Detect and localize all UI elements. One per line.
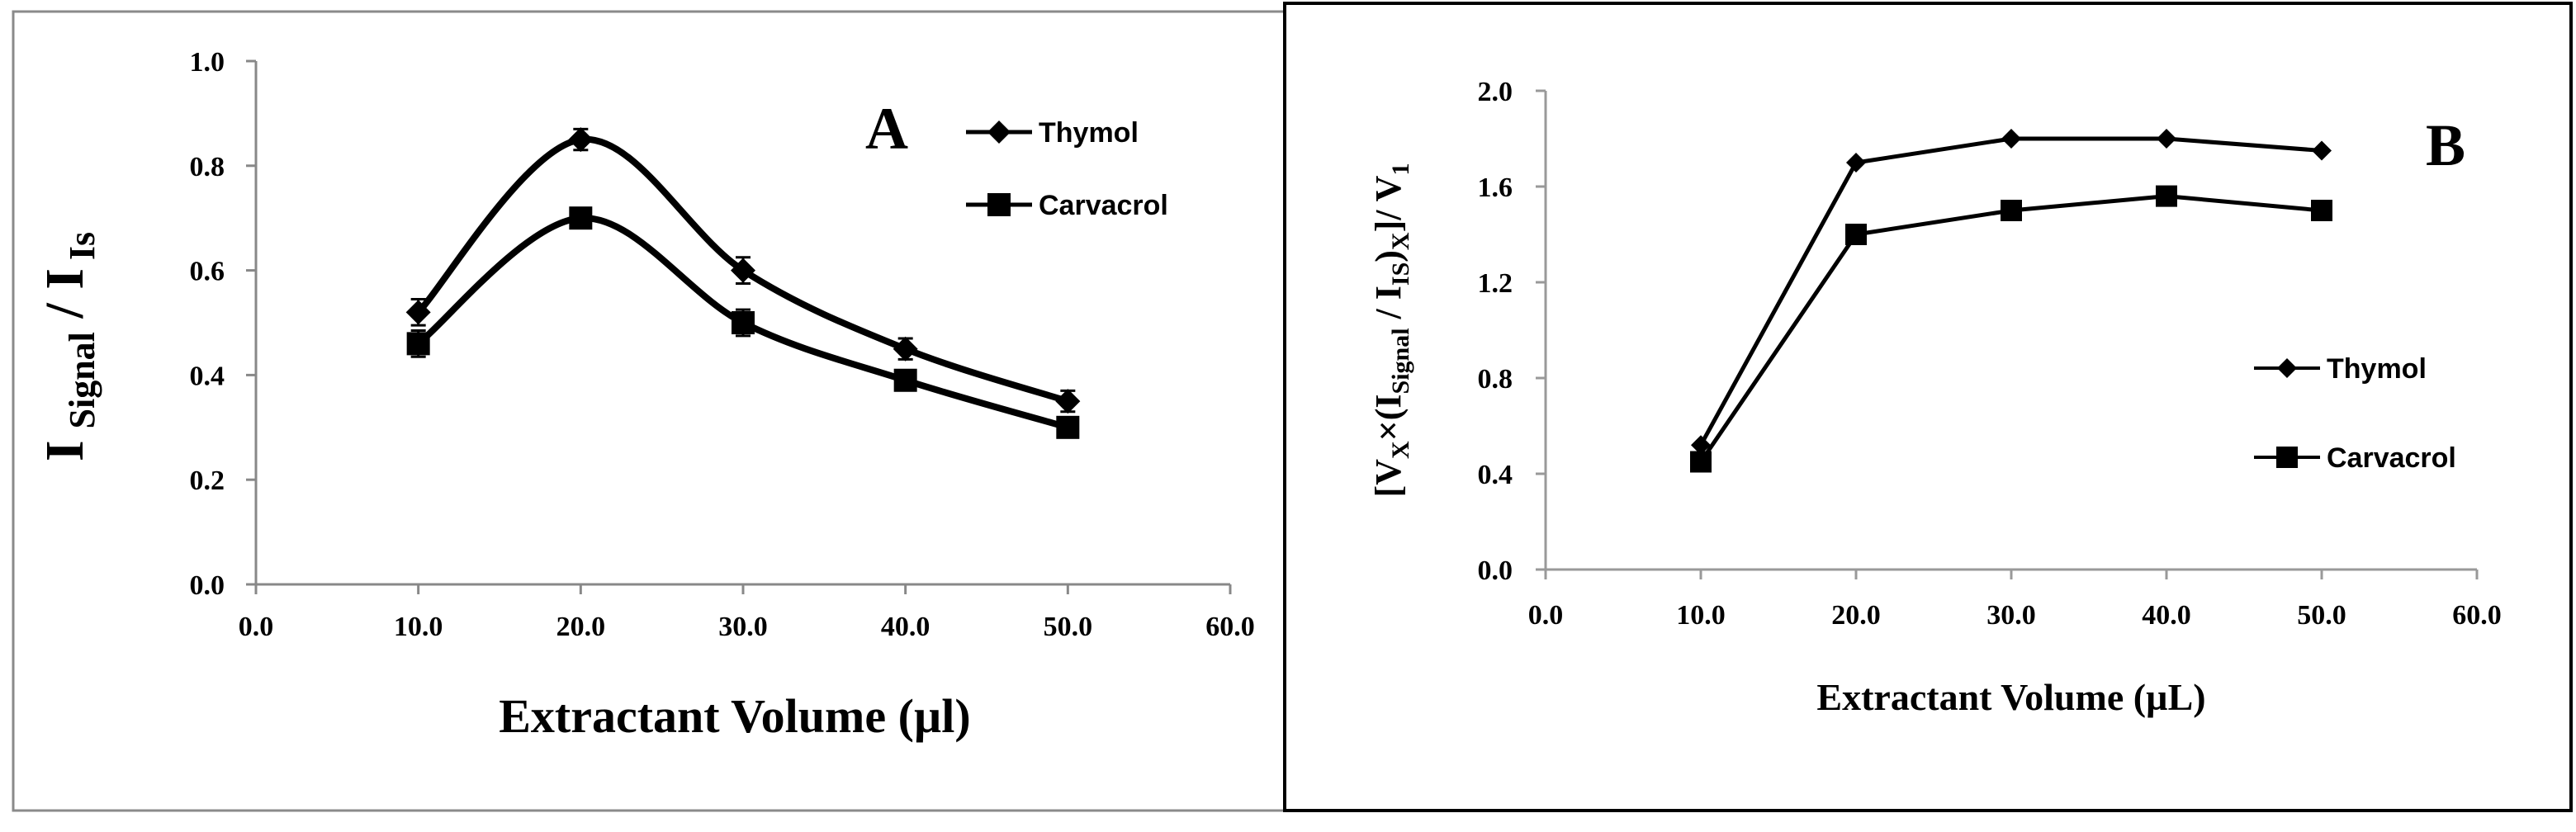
chart-b-thymol-point bbox=[2001, 129, 2021, 149]
chart-a-y-tick-label: 0.0 bbox=[190, 570, 225, 601]
chart-b-carvacrol-point bbox=[2156, 185, 2177, 207]
chart-a-carvacrol-point bbox=[406, 332, 430, 356]
chart-b-thymol-point bbox=[2312, 140, 2332, 161]
chart-b-x-tick-label: 20.0 bbox=[1831, 600, 1881, 631]
chart-a-x-tick-label: 10.0 bbox=[394, 612, 443, 642]
chart-a-y-tick-label: 0.2 bbox=[190, 466, 225, 496]
chart-b-y-tick-label: 0.0 bbox=[1478, 555, 1513, 586]
legend-a-thymol-label: Thymol bbox=[1039, 117, 1139, 149]
chart-a-thymol-point bbox=[568, 127, 594, 153]
chart-a-x-tick-label: 40.0 bbox=[881, 612, 930, 642]
chart-a-y-tick-label: 0.6 bbox=[190, 257, 225, 287]
chart-a-x-tick-label: 30.0 bbox=[718, 612, 768, 642]
chart-b-x-tick-labels: 0.0 10.0 20.0 30.0 40.0 50.0 60.0 bbox=[1528, 600, 2502, 631]
chart-a-x-tick-label: 0.0 bbox=[239, 612, 274, 642]
chart-b-series bbox=[1690, 129, 2332, 473]
chart-b-carvacrol-point bbox=[1690, 451, 1712, 473]
chart-b-y-tick-labels: 0.0 0.4 0.8 1.2 1.6 2.0 bbox=[1478, 77, 1513, 586]
chart-b-carvacrol-point bbox=[1845, 224, 1867, 245]
chart-a-y-tick-labels: 0.0 0.2 0.4 0.6 0.8 1.0 bbox=[190, 47, 225, 601]
chart-b-thymol-point bbox=[1846, 153, 1866, 173]
legend-b-thymol-label: Thymol bbox=[2327, 353, 2427, 385]
chart-a-thymol-point bbox=[893, 336, 918, 362]
chart-b-carvacrol-point bbox=[2001, 200, 2022, 221]
chart-b-carvacrol-line bbox=[1698, 194, 2323, 463]
chart-a-axes bbox=[246, 59, 1232, 594]
chart-b-y-tick-label: 0.8 bbox=[1478, 364, 1513, 395]
chart-b-x-tick-label: 10.0 bbox=[1676, 600, 1726, 631]
panel-b-frame bbox=[1283, 2, 2573, 812]
chart-b-panel-label: B bbox=[2426, 112, 2465, 178]
chart-a-carvacrol-point bbox=[732, 311, 755, 334]
chart-b-y-tick-label: 1.2 bbox=[1478, 268, 1513, 299]
chart-a-carvacrol-point bbox=[1056, 415, 1080, 439]
chart-a-legend: Thymol Carvacrol bbox=[966, 117, 1168, 221]
chart-a: 0.0 10.0 20.0 30.0 40.0 50.0 60.0 0.0 0.2 0.4 0.6… bbox=[35, 47, 1255, 743]
chart-b-x-tick-label: 60.0 bbox=[2452, 600, 2502, 631]
chart-a-y-tick-label: 0.8 bbox=[190, 152, 225, 182]
chart-a-panel-label: A bbox=[865, 96, 908, 162]
chart-b-thymol-point bbox=[2157, 129, 2176, 149]
legend-a-thymol-marker bbox=[987, 121, 1011, 144]
chart-a-thymol-line bbox=[415, 135, 1069, 404]
chart-b-x-tick-label: 40.0 bbox=[2142, 600, 2191, 631]
chart-a-carvacrol-point bbox=[569, 206, 593, 230]
legend-a-carvacrol-marker bbox=[987, 193, 1011, 216]
chart-b-x-tick-label: 50.0 bbox=[2297, 600, 2346, 631]
chart-b-x-axis-title: Extractant Volume (µL) bbox=[1816, 676, 2205, 718]
legend-b-carvacrol-marker bbox=[2276, 447, 2298, 468]
chart-a-x-tick-label: 60.0 bbox=[1205, 612, 1255, 642]
chart-b-carvacrol-point bbox=[2311, 200, 2332, 221]
chart-a-x-tick-label: 50.0 bbox=[1044, 612, 1093, 642]
chart-a-series bbox=[405, 127, 1081, 439]
chart-b-y-tick-label: 1.6 bbox=[1478, 173, 1513, 203]
chart-b-legend: Thymol Carvacrol bbox=[2254, 353, 2456, 474]
chart-a-thymol-point bbox=[1055, 389, 1081, 414]
chart-b-x-tick-label: 30.0 bbox=[1986, 600, 2036, 631]
chart-a-y-tick-label: 1.0 bbox=[190, 47, 225, 78]
legend-b-carvacrol-label: Carvacrol bbox=[2327, 442, 2456, 474]
chart-b-thymol-point bbox=[1691, 435, 1711, 456]
chart-b: 0.0 10.0 20.0 30.0 40.0 50.0 60.0 0.0 0.4 0.8 1.2… bbox=[1368, 77, 2502, 718]
chart-b-y-axis-title: [VX×(ISignal / IIS)X]/ V1 bbox=[1368, 163, 1414, 498]
chart-b-thymol-line bbox=[1698, 136, 2323, 447]
chart-a-thymol-point bbox=[405, 300, 431, 325]
chart-b-axes bbox=[1536, 89, 2479, 579]
chart-a-y-axis-title: ISignal / IIs bbox=[35, 232, 102, 461]
chart-a-x-axis-title: Extractant Volume (µl) bbox=[499, 689, 970, 743]
chart-a-x-tick-label: 20.0 bbox=[556, 612, 606, 642]
legend-b-thymol-marker bbox=[2277, 358, 2297, 378]
chart-b-y-tick-label: 2.0 bbox=[1478, 77, 1513, 107]
chart-a-carvacrol-point bbox=[893, 368, 917, 392]
legend-a-carvacrol-label: Carvacrol bbox=[1039, 190, 1168, 221]
chart-a-x-tick-labels: 0.0 10.0 20.0 30.0 40.0 50.0 60.0 bbox=[239, 612, 1255, 642]
chart-a-y-tick-label: 0.4 bbox=[190, 361, 225, 391]
chart-b-x-tick-label: 0.0 bbox=[1528, 600, 1564, 631]
chart-a-thymol-point bbox=[731, 258, 755, 283]
chart-b-y-tick-label: 0.4 bbox=[1478, 460, 1513, 490]
